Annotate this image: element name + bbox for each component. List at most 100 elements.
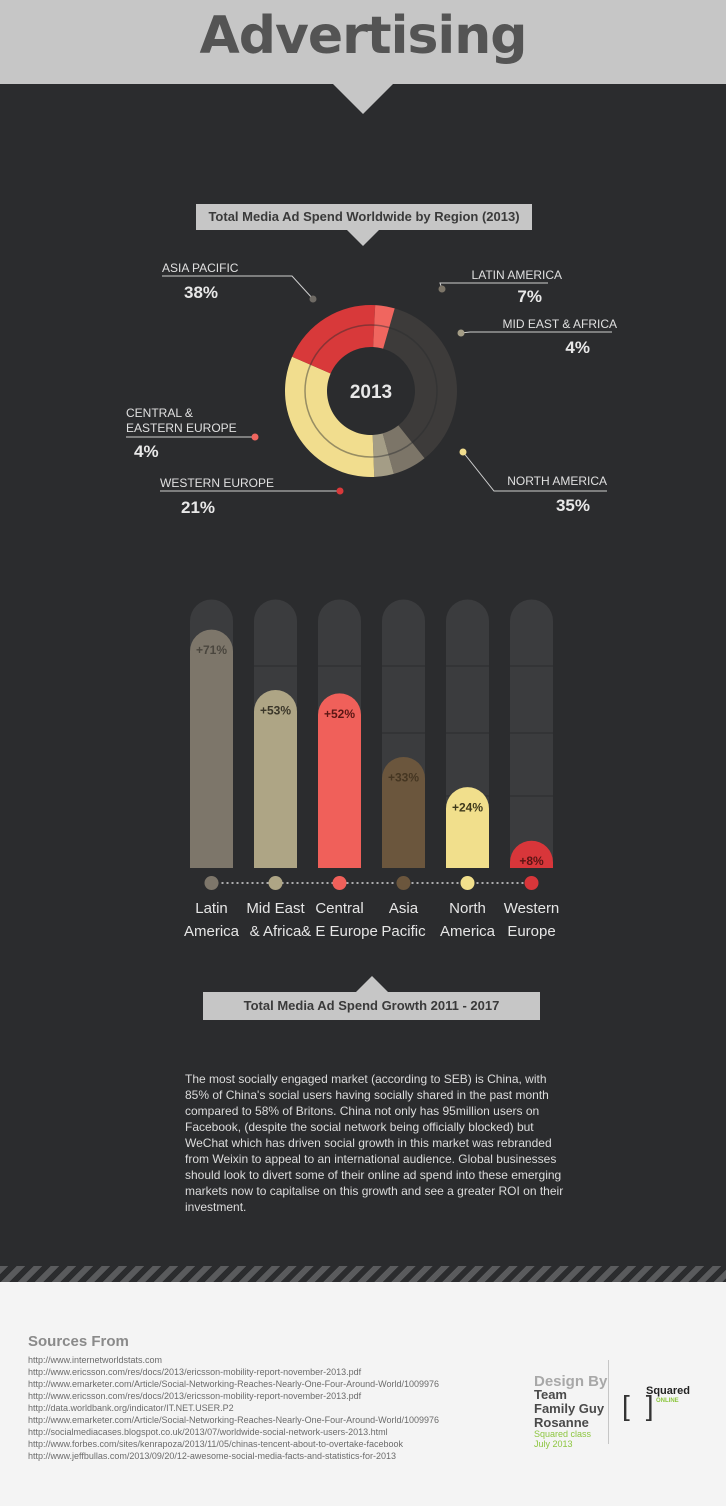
callout-dot xyxy=(309,295,317,303)
source-link[interactable]: http://www.emarketer.com/Article/Social-… xyxy=(28,1379,439,1389)
source-link[interactable]: http://data.worldbank.org/indicator/IT.N… xyxy=(28,1403,234,1413)
bar xyxy=(382,756,425,868)
team-names: Team Family Guy Rosanne xyxy=(534,1388,614,1430)
sources-list: http://www.internetworldstats.com http:/… xyxy=(28,1354,439,1462)
bar xyxy=(254,689,297,868)
category-label: America xyxy=(184,923,240,940)
slice-value: 7% xyxy=(517,287,542,306)
category-marker xyxy=(460,876,475,890)
credit-divider xyxy=(608,1360,609,1444)
logo-sub: ONLINE xyxy=(656,1398,679,1404)
china-narrative: The most socially engaged market (accord… xyxy=(185,1072,564,1214)
bar xyxy=(318,693,361,868)
category-label: Europe xyxy=(507,923,555,940)
slice-label: NORTH AMERICA xyxy=(507,474,607,488)
donut-title-pointer xyxy=(347,230,379,246)
category-label: North xyxy=(449,900,486,917)
callout-line xyxy=(462,451,607,492)
donut-title-banner: Total Media Ad Spend Worldwide by Region… xyxy=(196,204,532,246)
slice-label: MID EAST & AFRICA xyxy=(503,317,617,331)
slice-label: LATIN AMERICA xyxy=(472,268,562,282)
bar xyxy=(510,840,553,868)
category-label: Latin xyxy=(195,900,228,917)
header-notch xyxy=(333,84,393,114)
bar-value-label: +53% xyxy=(260,703,291,717)
team-line: Family Guy xyxy=(534,1401,605,1416)
category-label: Pacific xyxy=(381,923,426,940)
source-link[interactable]: http://www.ericsson.com/res/docs/2013/er… xyxy=(28,1367,362,1377)
category-label: Central xyxy=(315,900,363,917)
slice-label: EASTERN EUROPE xyxy=(126,421,237,435)
class-credit: Squared class July 2013 xyxy=(534,1429,591,1449)
logo-brackets: [] xyxy=(622,1390,670,1421)
slice-value: 35% xyxy=(556,496,590,515)
bar-value-label: +33% xyxy=(388,770,419,784)
category-label: Mid East xyxy=(246,900,305,917)
donut-slice xyxy=(292,305,376,374)
slice-value: 38% xyxy=(184,283,218,302)
bar-value-label: +52% xyxy=(324,707,355,721)
source-link[interactable]: http://www.emarketer.com/Article/Social-… xyxy=(28,1415,439,1425)
source-link[interactable]: http://www.jeffbullas.com/2013/09/20/12-… xyxy=(28,1451,397,1461)
category-label: & E Europe xyxy=(301,923,378,940)
source-link[interactable]: http://www.ericsson.com/res/docs/2013/er… xyxy=(28,1391,362,1401)
category-marker xyxy=(268,876,283,890)
bar-title-pointer xyxy=(356,976,388,992)
category-label: & Africa xyxy=(250,923,302,940)
source-link[interactable]: http://www.internetworldstats.com xyxy=(28,1355,163,1365)
callout-dot xyxy=(457,329,465,337)
slice-label: ASIA PACIFIC xyxy=(162,261,239,275)
callout-dot xyxy=(438,285,446,293)
bar-value-label: +71% xyxy=(196,643,227,657)
bar-title-banner: Total Media Ad Spend Growth 2011 - 2017 xyxy=(203,976,540,1020)
bar-chart: +71% +53% +52% +33% +24% +8% Latin America Mid E… xyxy=(184,599,560,940)
slice-label: WESTERN EUROPE xyxy=(160,476,274,490)
class-line: Squared class xyxy=(534,1429,592,1439)
slice-value: 4% xyxy=(565,338,590,357)
bar-baseline-mask xyxy=(184,868,559,878)
bar xyxy=(190,629,234,868)
category-marker xyxy=(524,876,539,890)
donut-slice xyxy=(372,433,394,477)
category-marker xyxy=(332,876,347,890)
date-line: July 2013 xyxy=(534,1439,573,1449)
donut-slice xyxy=(285,356,375,477)
category-label: Asia xyxy=(389,900,419,917)
design-by-label: Design By xyxy=(534,1373,608,1390)
donut-hole xyxy=(328,348,414,434)
donut-chart: 2013 ASIA PACIFIC 38% LATIN AMERICA 7% MID EA… xyxy=(126,261,617,517)
hatched-divider xyxy=(0,1266,726,1282)
callout-dot xyxy=(251,433,259,441)
header-banner: Advertising xyxy=(0,0,726,84)
page-title: Advertising xyxy=(199,6,528,66)
source-link[interactable]: http://socialmediacases.blogspot.co.uk/2… xyxy=(28,1427,388,1437)
infographic-body xyxy=(0,84,726,1282)
bar-track xyxy=(510,599,553,868)
source-link[interactable]: http://www.forbes.com/sites/kenrapoza/20… xyxy=(28,1439,404,1449)
donut-slice xyxy=(383,308,457,459)
logo-name: Squared xyxy=(646,1385,691,1397)
callout-dot xyxy=(459,448,467,456)
category-marker xyxy=(396,876,411,890)
bar-value-label: +8% xyxy=(519,854,544,868)
callout-line xyxy=(162,275,314,300)
slice-value: 21% xyxy=(181,498,215,517)
donut-center-label: 2013 xyxy=(350,382,392,403)
category-label: Western xyxy=(504,900,560,917)
bar-title: Total Media Ad Spend Growth 2011 - 2017 xyxy=(243,998,500,1013)
category-marker xyxy=(204,876,219,890)
team-line: Rosanne xyxy=(534,1415,589,1430)
slice-label: CENTRAL & xyxy=(126,406,193,420)
donut-inner-ring xyxy=(304,324,438,458)
team-line: Team xyxy=(534,1387,567,1402)
slice-value: 4% xyxy=(134,442,159,461)
donut-title: Total Media Ad Spend Worldwide by Region… xyxy=(208,209,520,224)
callout-line xyxy=(460,331,612,334)
category-label: America xyxy=(440,923,496,940)
bar-value-label: +24% xyxy=(452,801,483,815)
bar xyxy=(446,787,489,868)
sources-title: Sources From xyxy=(28,1333,129,1350)
donut-slice xyxy=(382,425,425,474)
callout-dot xyxy=(336,487,344,495)
donut-slice xyxy=(373,305,395,349)
